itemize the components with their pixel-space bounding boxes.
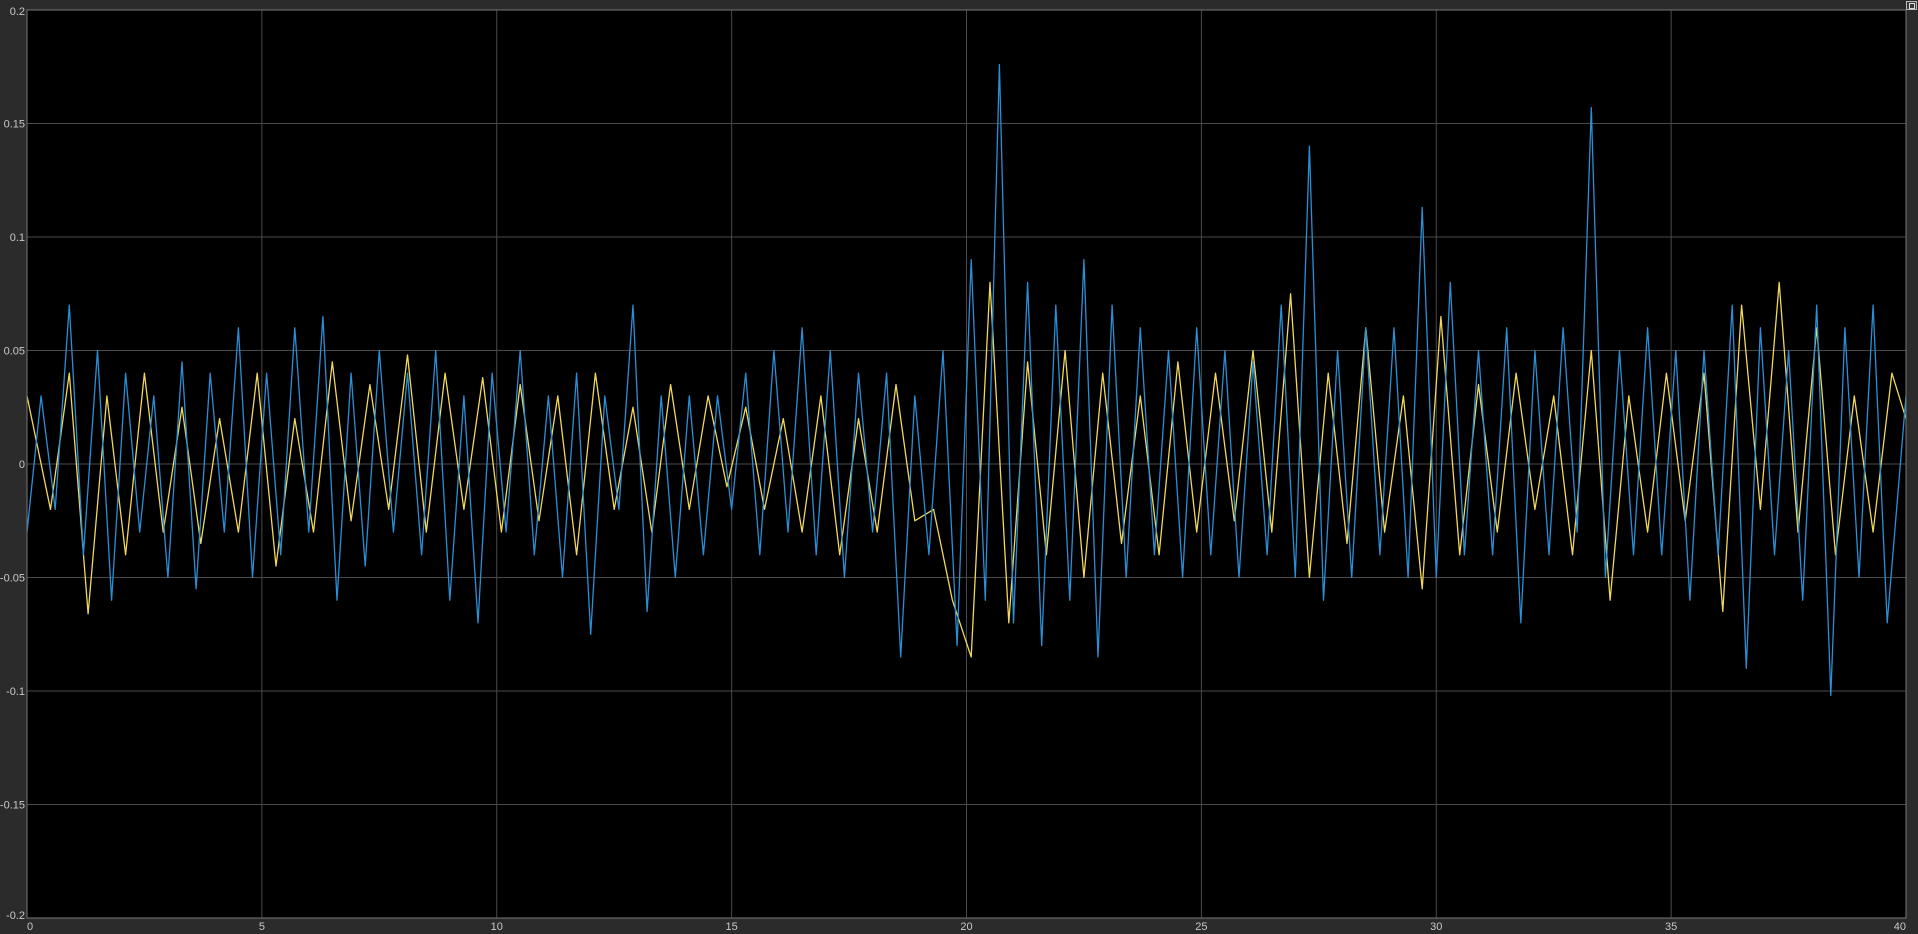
y-tick-label: 0.15 <box>4 119 25 131</box>
x-tick-label: 25 <box>1195 921 1207 933</box>
y-tick-label: 0.05 <box>4 346 25 358</box>
x-tick-label: 10 <box>491 921 503 933</box>
y-tick-label: 0.2 <box>10 6 25 18</box>
y-tick-label: -0.1 <box>6 686 25 698</box>
y-tick-label: -0.05 <box>0 573 25 585</box>
x-tick-label: 5 <box>259 921 265 933</box>
plot-border <box>26 9 1907 919</box>
x-tick-label: 40 <box>1894 921 1906 933</box>
y-tick-label: -0.15 <box>0 800 25 812</box>
y-tick-label: -0.2 <box>6 910 25 922</box>
series-layer <box>26 63 1907 697</box>
x-axis-ticks: 0 5 10 15 20 25 30 35 40 <box>27 921 1906 933</box>
x-tick-label: 30 <box>1430 921 1442 933</box>
x-tick-label: 15 <box>726 921 738 933</box>
y-axis-ticks: 0.2 0.15 0.1 0.05 0 -0.05 -0.1 -0.15 -0.2 <box>0 6 25 922</box>
restore-window-icon[interactable] <box>1906 1 1917 10</box>
y-tick-label: 0.1 <box>10 232 25 244</box>
x-tick-label: 20 <box>960 921 972 933</box>
y-tick-label: 0 <box>19 459 25 471</box>
x-tick-label: 0 <box>27 921 33 933</box>
x-tick-label: 35 <box>1665 921 1677 933</box>
series-line-blue <box>26 63 1907 697</box>
